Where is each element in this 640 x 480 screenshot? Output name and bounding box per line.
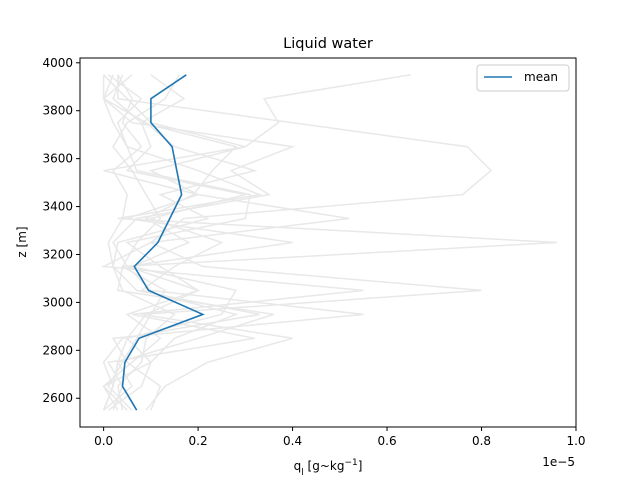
x-axis-label-unit-superscript: −1 bbox=[344, 458, 357, 468]
y-axis-ticks: 2600 2800 3000 3200 3400 3600 3800 4000 bbox=[42, 56, 80, 405]
member-line-10 bbox=[102, 74, 260, 411]
ensemble-members bbox=[100, 74, 558, 411]
x-axis-label-unit-open: [g~kg bbox=[304, 459, 345, 473]
y-tick-label: 2600 bbox=[42, 391, 73, 405]
x-tick-label: 0.4 bbox=[283, 434, 302, 448]
mean-line bbox=[121, 74, 205, 411]
y-tick-label: 3200 bbox=[42, 247, 73, 261]
member-line-11 bbox=[107, 74, 176, 411]
legend: mean bbox=[476, 64, 570, 92]
member-line-7 bbox=[107, 74, 180, 411]
member-line-4 bbox=[102, 74, 558, 411]
x-axis-label: ql [g~kg−1] bbox=[294, 458, 363, 478]
y-tick-label: 2800 bbox=[42, 343, 73, 357]
y-tick-label: 4000 bbox=[42, 56, 73, 70]
y-tick-label: 3800 bbox=[42, 104, 73, 118]
x-axis-label-subscript: l bbox=[301, 468, 304, 478]
x-axis-label-symbol: q bbox=[294, 459, 302, 473]
chart-title: Liquid water bbox=[283, 36, 373, 52]
x-tick-label: 0.0 bbox=[94, 434, 113, 448]
y-tick-label: 3000 bbox=[42, 295, 73, 309]
mean-series bbox=[121, 74, 205, 411]
member-line-9 bbox=[102, 74, 251, 411]
y-tick-label: 3600 bbox=[42, 152, 73, 166]
member-line-1 bbox=[102, 74, 296, 411]
plot-area bbox=[100, 74, 558, 411]
axes-frame bbox=[79, 57, 577, 428]
x-axis-ticks: 0.0 0.2 0.4 0.6 0.8 1.0 bbox=[94, 427, 586, 448]
legend-label-mean: mean bbox=[524, 70, 558, 84]
x-tick-label: 1.0 bbox=[566, 434, 585, 448]
member-line-3 bbox=[111, 74, 411, 411]
x-offset-label: 1e−5 bbox=[542, 455, 575, 469]
x-tick-label: 0.8 bbox=[472, 434, 491, 448]
legend-box bbox=[476, 64, 570, 92]
y-tick-label: 3400 bbox=[42, 200, 73, 214]
x-tick-label: 0.2 bbox=[189, 434, 208, 448]
x-tick-label: 0.6 bbox=[378, 434, 397, 448]
y-axis-label: z [m] bbox=[15, 226, 29, 257]
member-line-6 bbox=[100, 74, 364, 411]
x-axis-label-unit-close: ] bbox=[358, 459, 363, 473]
